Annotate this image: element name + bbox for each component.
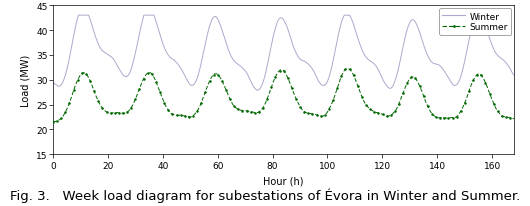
Text: Fig. 3.   Week load diagram for subestations of Évora in Winter and Summer.: Fig. 3. Week load diagram for subestatio… [10,187,520,202]
X-axis label: Hour (h): Hour (h) [263,176,304,186]
Legend: Winter, Summer: Winter, Summer [439,9,511,36]
Y-axis label: Load (MW): Load (MW) [20,54,30,106]
